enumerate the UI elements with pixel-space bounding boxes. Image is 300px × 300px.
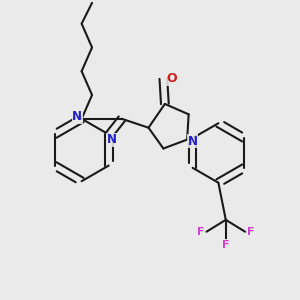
Text: N: N xyxy=(107,133,117,146)
Text: O: O xyxy=(167,72,177,85)
Text: F: F xyxy=(197,227,204,237)
Text: N: N xyxy=(188,135,197,148)
Text: F: F xyxy=(247,227,255,237)
Text: N: N xyxy=(72,110,82,123)
Text: F: F xyxy=(222,239,230,250)
